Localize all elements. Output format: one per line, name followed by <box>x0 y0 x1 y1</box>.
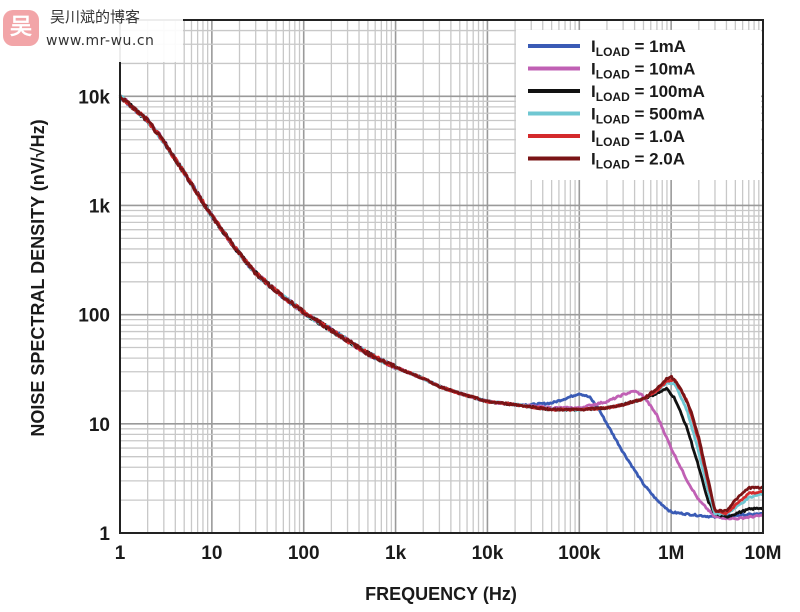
legend-entry: ILOAD = 1mA <box>591 37 686 59</box>
watermark-logo: 吴 <box>3 10 39 46</box>
legend-entry: ILOAD = 100mA <box>591 82 705 104</box>
legend-entry: ILOAD = 10mA <box>591 60 695 82</box>
x-axis-label: FREQUENCY (Hz) <box>365 584 517 604</box>
y-tick-label: 1 <box>99 524 110 545</box>
y-tick-label: 1k <box>89 196 111 217</box>
x-tick-label: 1M <box>658 543 684 564</box>
legend-box <box>516 30 761 180</box>
legend-entry: ILOAD = 500mA <box>591 105 705 127</box>
watermark-title: 吴川斌的博客 <box>50 8 141 26</box>
y-axis-label: NOISE SPECTRAL DENSITY (nV/√Hz) <box>28 119 48 436</box>
legend-entry: ILOAD = 1.0A <box>591 127 685 149</box>
y-tick-label: 100 <box>78 306 110 327</box>
x-tick-label: 100 <box>288 543 320 564</box>
x-tick-label: 10 <box>201 543 222 564</box>
x-tick-labels: 1 10 100 1k 10k 100k 1M 10M <box>115 543 782 564</box>
x-tick-label: 1 <box>115 543 126 564</box>
y-tick-labels: 1 10 100 1k 10k <box>78 87 110 545</box>
watermark: 吴 吴川斌的博客 www.mr-wu.cn <box>0 0 183 62</box>
plot-frame <box>119 19 764 534</box>
x-tick-label: 10M <box>745 543 782 564</box>
series-line-2p0a <box>118 95 764 513</box>
legend-entry: ILOAD = 2.0A <box>591 150 685 172</box>
y-tick-label: 10 <box>89 415 110 436</box>
y-tick-label: 10k <box>78 87 110 108</box>
x-tick-label: 10k <box>472 543 504 564</box>
x-tick-label: 1k <box>385 543 407 564</box>
watermark-url: www.mr-wu.cn <box>46 33 155 49</box>
x-tick-label: 100k <box>558 543 601 564</box>
series-lines <box>118 94 764 521</box>
